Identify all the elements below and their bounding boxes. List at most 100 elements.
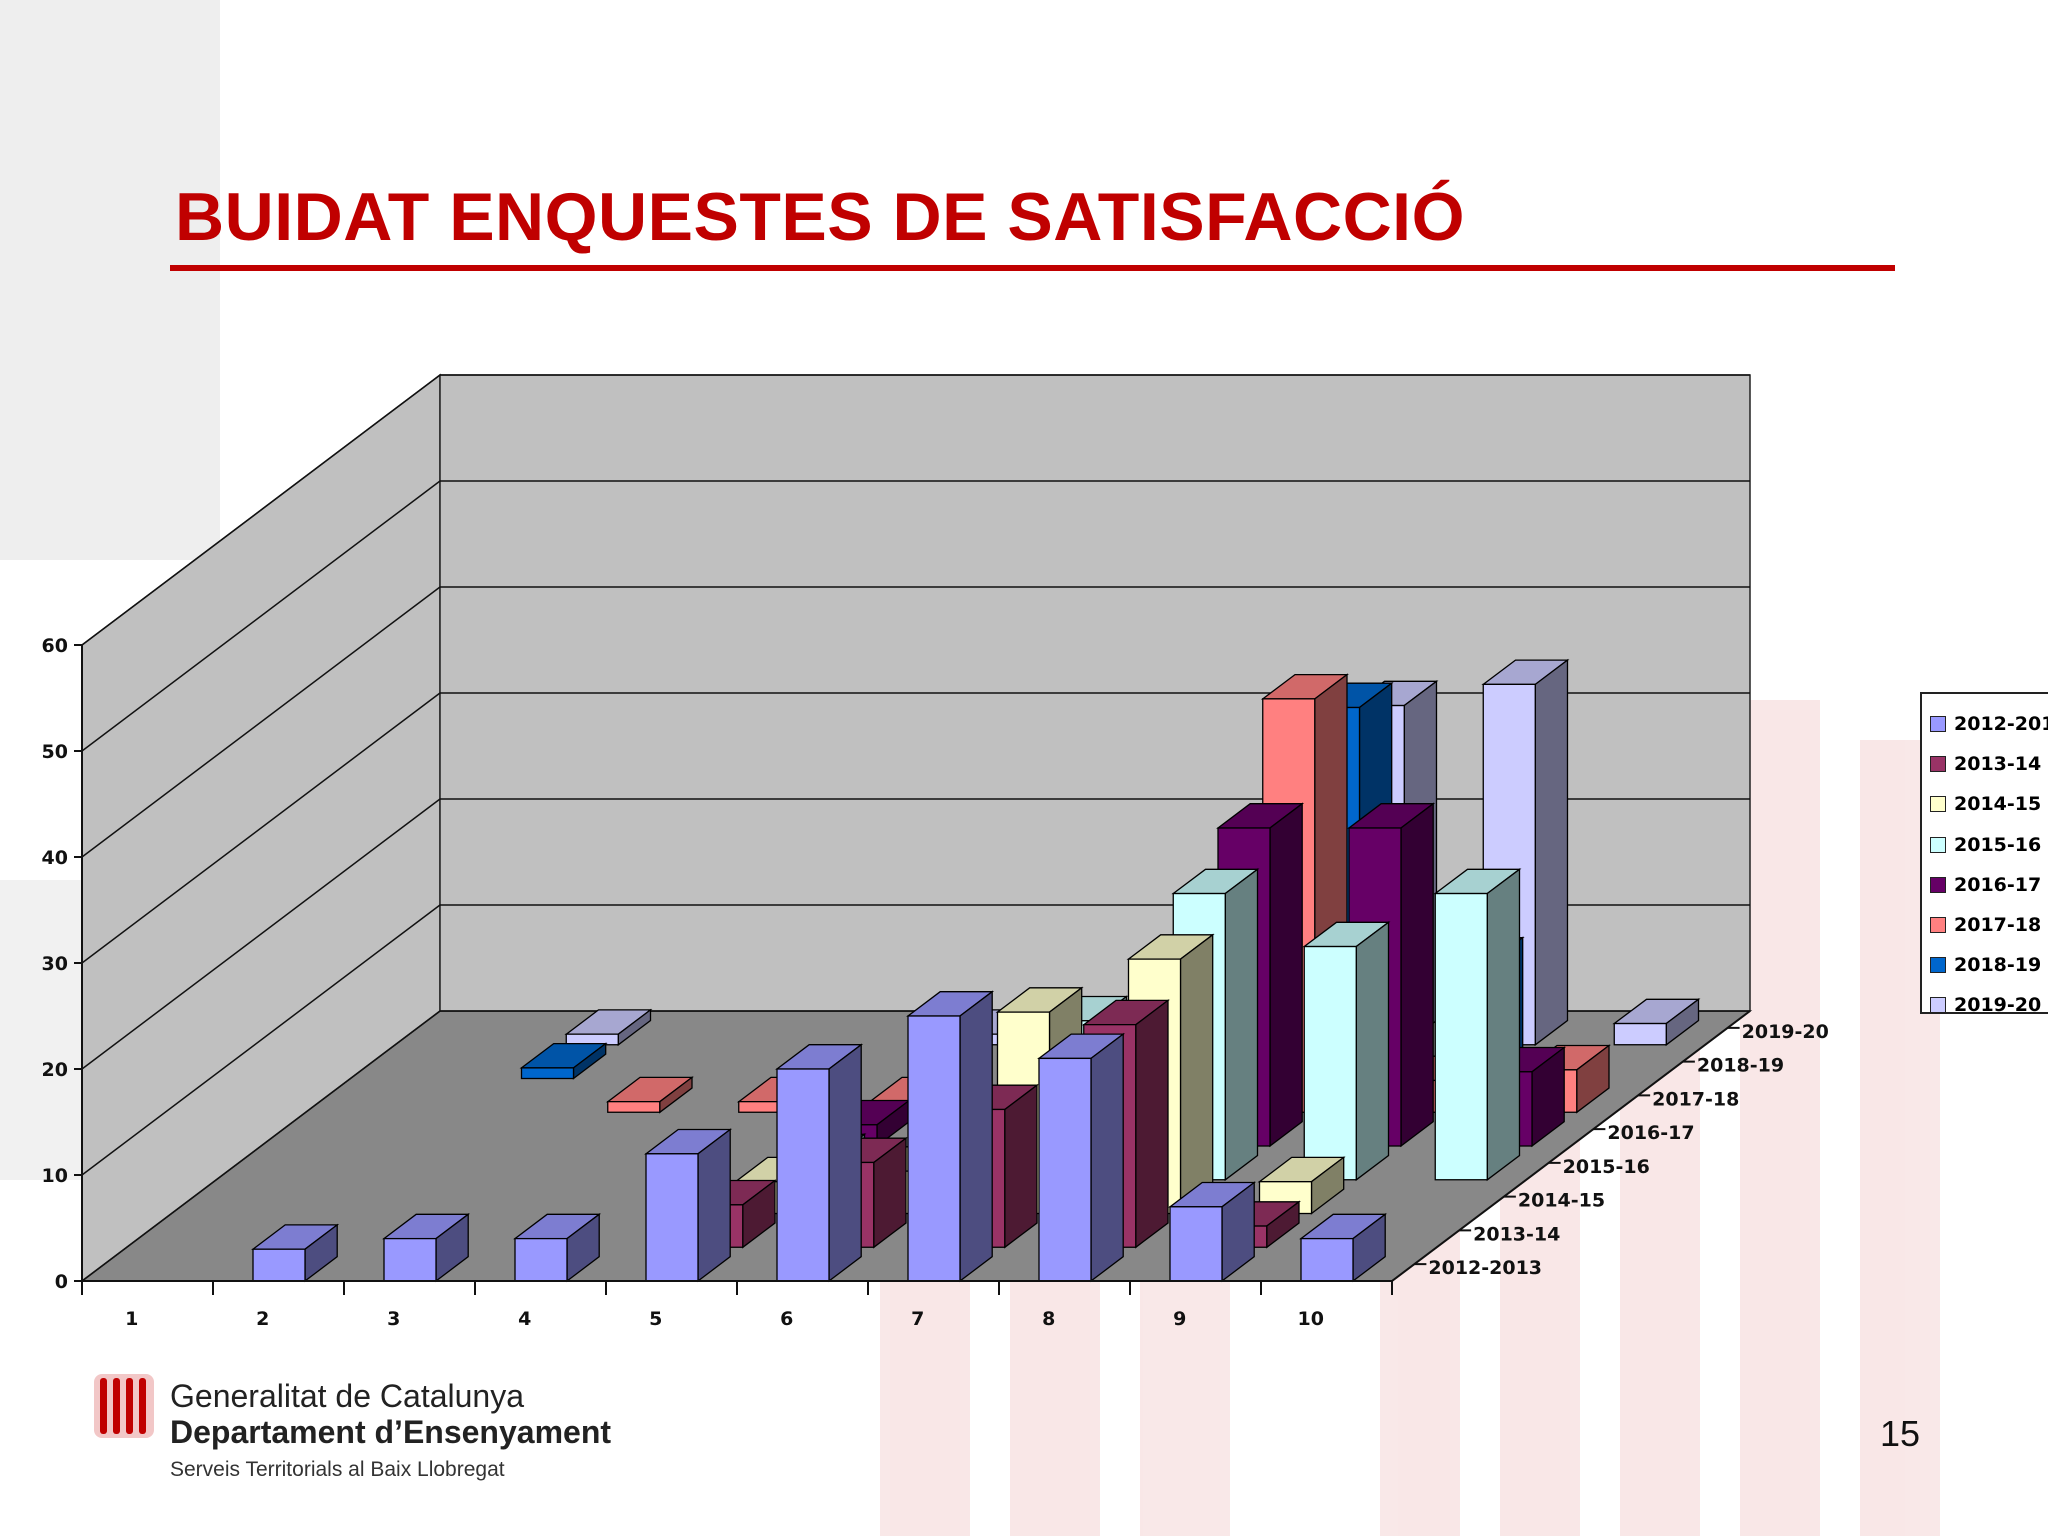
bar [1433,867,1522,1182]
logo-line-1: Generalitat de Catalunya [170,1378,524,1414]
legend-item: 2019-20 [1930,985,2041,1025]
chart-legend: 2012-2013 2013-14 2014-15 2015-16 2016-17 201… [1920,692,2048,1016]
bar-front [1300,1237,1354,1282]
bar [1299,1212,1388,1283]
bar-side [1004,1083,1038,1249]
bar-side [1224,867,1259,1182]
legend-swatch [1930,716,1946,732]
gridline-side [81,904,441,1176]
y-tick-label: 30 [42,953,68,975]
bar [513,1212,602,1283]
depth-tick-label: 2012-2013 [1428,1257,1542,1279]
bar-front [645,1153,699,1282]
bar-front [1613,1022,1667,1046]
gridline-side [81,480,441,752]
depth-tick-label: 2018-19 [1697,1055,1784,1077]
generalitat-logo-icon [94,1374,154,1438]
legend-item: 2016-17 [1930,865,2041,905]
x-tick-label: 8 [1042,1308,1055,1330]
title-underline [170,265,1895,271]
bar-front [252,1248,306,1282]
legend-item: 2014-15 [1930,784,2041,824]
slide-title: BUIDAT ENQUESTES DE SATISFACCIÓ [175,179,1465,255]
x-tick-label: 2 [256,1308,269,1330]
bar [564,1008,653,1047]
bar-side [1400,802,1434,1148]
bar-side [1534,658,1569,1047]
legend-swatch [1930,917,1946,933]
depth-tick-label: 2016-17 [1607,1122,1694,1144]
depth-axis-line [1391,1010,1751,1282]
gridline-side [81,798,441,1070]
legend-label: 2016-17 [1954,873,2042,896]
x-tick-label: 7 [911,1308,924,1330]
gridline-side [81,374,441,646]
y-tick-label: 10 [42,1165,68,1187]
depth-tick-label: 2013-14 [1473,1223,1560,1245]
depth-tick-label: 2019-20 [1742,1021,1829,1043]
bar [1037,1032,1126,1283]
legend-swatch [1930,796,1946,813]
legend-item: 2015-16 [1930,825,2041,865]
legend-swatch [1930,957,1946,974]
x-tick-label: 6 [780,1308,793,1330]
legend-swatch [1930,876,1946,893]
logo-line-3: Serveis Territorials al Baix Llobregat [170,1458,505,1481]
legend-swatch [1930,997,1946,1014]
logo-line-2: Departament d’Ensenyament [170,1414,612,1450]
y-tick-label: 60 [42,635,68,657]
bar-front [383,1237,437,1282]
bar-side [1090,1032,1124,1283]
bar [605,1076,694,1114]
x-tick-label: 4 [518,1308,531,1330]
bar [1612,997,1701,1047]
legend-item: 2018-19 [1930,945,2041,985]
bar-front [520,1067,575,1080]
bar-front [1434,892,1488,1181]
bar-front [514,1237,568,1282]
legend-label: 2018-19 [1954,954,2042,977]
bar [1302,920,1391,1182]
x-tick-label: 1 [125,1308,138,1330]
x-tick-label: 3 [387,1308,400,1330]
depth-tick-label: 2017-18 [1652,1088,1739,1110]
bar-side [1135,999,1169,1249]
bar-side [828,1043,862,1283]
depth-tick-label: 2015-16 [1563,1156,1650,1178]
gridline-side [81,1010,441,1282]
x-tick-label: 5 [649,1308,662,1330]
legend-item: 2013-14 [1930,744,2041,784]
depth-tick-label: 2014-15 [1518,1190,1605,1212]
legend-label: 2019-20 [1954,994,2042,1017]
page-number: 15 [1880,1413,1921,1454]
y-tick-label: 20 [42,1059,68,1081]
legend-item: 2012-2013 [1930,704,2048,744]
y-tick-label: 0 [55,1271,68,1293]
gridline-side [81,692,441,964]
bar [906,990,995,1283]
bar [1168,1181,1257,1283]
legend-label: 2015-16 [1954,833,2042,856]
legend-label: 2013-14 [1954,753,2042,776]
legend-swatch [1930,836,1946,853]
bar [251,1223,340,1283]
y-tick-label: 50 [42,741,68,763]
bar [519,1042,608,1080]
bar-front [907,1015,961,1282]
bar-side [1269,802,1303,1148]
bar-front [607,1101,661,1113]
legend-label: 2012-2013 [1954,713,2048,735]
legend-item: 2017-18 [1930,905,2041,945]
legend-label: 2014-15 [1954,793,2042,816]
x-tick-label: 9 [1173,1308,1186,1330]
legend-swatch [1930,756,1946,773]
gridline-side [81,586,441,858]
x-tick-label: 10 [1298,1308,1324,1330]
bar [644,1128,733,1283]
legend-label: 2017-18 [1954,914,2042,936]
bar-front [776,1068,830,1282]
bar-side [959,990,993,1283]
bar [775,1043,864,1283]
bar-side [1486,867,1521,1182]
